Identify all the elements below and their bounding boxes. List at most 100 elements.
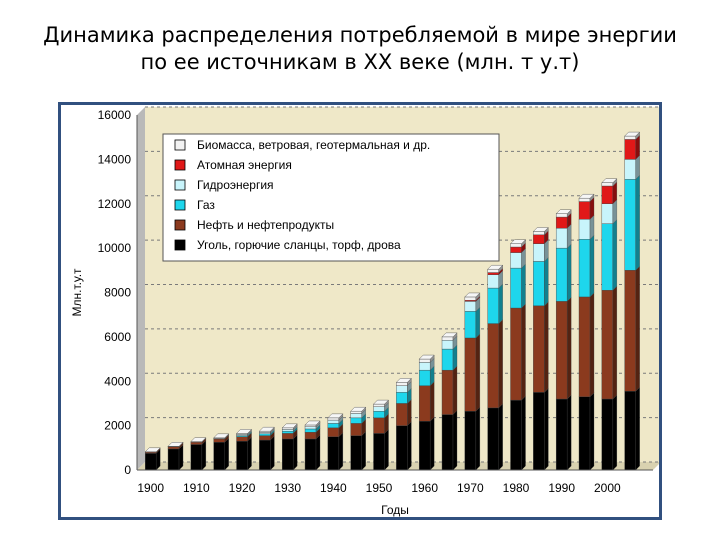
bar-stack xyxy=(532,227,549,471)
bar-segment-side xyxy=(612,285,617,400)
bar-segment-side xyxy=(589,292,595,398)
bar-segment xyxy=(418,369,431,386)
x-tick-label: 1960 xyxy=(411,481,438,495)
bar-segment xyxy=(327,436,340,471)
x-tick-label: 1970 xyxy=(457,481,484,495)
bar-segment xyxy=(533,231,545,236)
x-tick-label: 1990 xyxy=(548,481,575,495)
bar-segment xyxy=(418,385,431,422)
bar-segment-side xyxy=(544,257,549,307)
bar-segment xyxy=(418,358,431,363)
bar-segment xyxy=(396,403,408,426)
bar-segment xyxy=(487,323,499,409)
bar-stack xyxy=(167,441,184,471)
bar-stack xyxy=(487,264,504,471)
bar-segment xyxy=(236,440,248,471)
stacked-bar-chart: 0 2000 4000 6000 8000 10000 12000 14000 16000 190… xyxy=(70,106,659,517)
bar-segment xyxy=(624,135,636,140)
bar-segment-side xyxy=(475,306,480,339)
bar-segment-side xyxy=(612,219,617,291)
bar-stack xyxy=(418,354,435,471)
bar-segment xyxy=(304,424,317,427)
bar-segment xyxy=(510,307,522,401)
bar-segment xyxy=(350,417,362,424)
bar-segment xyxy=(533,261,545,307)
bar-segment xyxy=(259,435,271,441)
legend-label: Атомная энергия xyxy=(197,158,292,172)
bar-segment xyxy=(441,369,454,415)
bar-top xyxy=(350,407,367,412)
bar-segment xyxy=(418,420,431,471)
bar-stack xyxy=(144,447,161,471)
bar-segment xyxy=(464,301,477,312)
y-axis-label: Млн.т.у.т xyxy=(70,268,84,317)
bar-segment xyxy=(350,423,362,436)
bar-segment-side xyxy=(270,435,275,471)
legend-swatch xyxy=(174,159,186,171)
bar-segment xyxy=(213,442,225,471)
bar-stack xyxy=(258,426,275,471)
bar-segment xyxy=(487,269,499,273)
bar-stack xyxy=(350,406,367,471)
plot-side-wall xyxy=(137,107,145,470)
bar-segment-side xyxy=(567,243,572,302)
bar-top xyxy=(464,292,481,298)
bar-stack xyxy=(236,429,253,471)
bar-stack xyxy=(304,420,321,471)
bar-segment-side xyxy=(635,386,640,471)
x-tick-label: 1910 xyxy=(183,481,210,495)
bar-segment xyxy=(555,398,568,471)
bar-segment xyxy=(601,223,614,291)
bar-segment xyxy=(555,247,568,302)
bar-segment xyxy=(510,252,522,269)
bar-segment xyxy=(281,427,294,430)
bar-stack xyxy=(601,178,618,471)
bar-segment xyxy=(578,198,591,202)
bar-segment xyxy=(396,425,408,471)
bar-segment-side xyxy=(635,265,640,392)
y-tick-label: 6000 xyxy=(104,330,131,344)
bar-stack xyxy=(555,209,572,471)
bar-segment-side xyxy=(544,301,549,393)
bar-segment xyxy=(327,427,340,437)
bar-segment xyxy=(236,436,248,442)
bar-segment xyxy=(190,442,203,445)
bar-segment xyxy=(304,426,317,430)
bar-segment xyxy=(578,296,591,397)
bar-stack xyxy=(373,399,390,471)
x-tick-label: 1950 xyxy=(366,481,393,495)
bar-segment xyxy=(510,243,522,248)
y-tick-label: 10000 xyxy=(98,241,132,255)
bar-segment-side xyxy=(452,410,458,471)
legend-label: Гидроэнергия xyxy=(197,178,274,192)
bar-segment-side xyxy=(589,234,595,298)
bar-segment xyxy=(555,213,568,218)
legend-swatch xyxy=(174,179,186,191)
bar-top xyxy=(327,413,344,419)
x-tick-label: 1900 xyxy=(137,481,164,495)
bar-top xyxy=(373,399,390,405)
legend-label: Нефть и нефтепродукты xyxy=(197,218,334,232)
bar-segment xyxy=(624,391,636,471)
bar-segment-side xyxy=(315,434,321,471)
bar-segment xyxy=(144,453,157,471)
bar-segment xyxy=(441,414,454,471)
bar-segment-side xyxy=(521,303,526,401)
bar-segment xyxy=(487,274,499,289)
bar-segment xyxy=(533,305,545,393)
bar-stack xyxy=(190,437,207,471)
x-tick-label: 1930 xyxy=(274,481,301,495)
bar-segment-side xyxy=(475,333,480,412)
y-tick-label: 4000 xyxy=(104,374,131,388)
bar-top xyxy=(601,178,618,183)
bar-segment-side xyxy=(201,440,207,471)
bar-segment xyxy=(281,429,294,432)
bar-segment xyxy=(487,287,499,324)
bar-segment-side xyxy=(521,263,526,309)
bar-segment xyxy=(281,430,294,434)
bar-segment xyxy=(601,398,614,471)
bar-segment xyxy=(281,438,294,471)
bar-segment-side xyxy=(430,381,435,422)
bar-segment xyxy=(601,185,614,204)
bar-segment xyxy=(555,216,568,229)
